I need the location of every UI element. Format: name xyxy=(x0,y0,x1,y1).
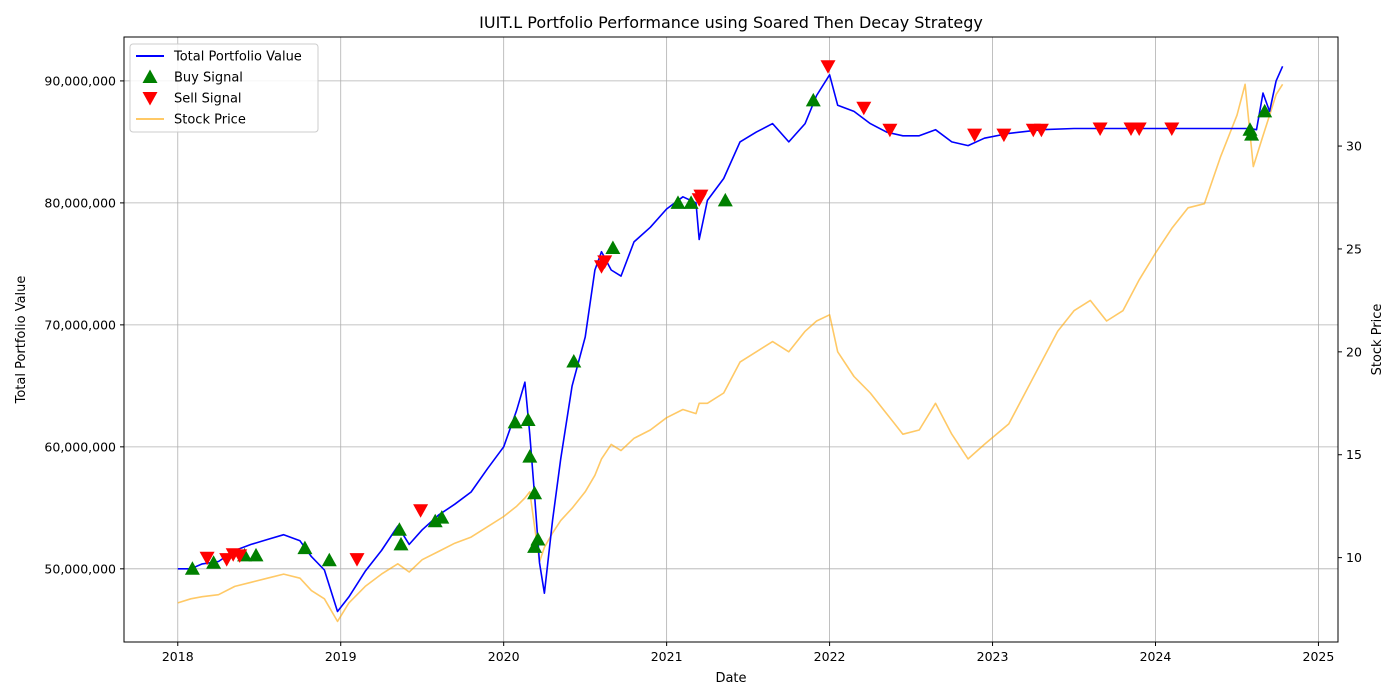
y-tick-label: 60,000,000 xyxy=(44,439,116,454)
y-axis-title: Total Portfolio Value xyxy=(14,276,29,405)
buy-signal-marker xyxy=(566,354,582,368)
portfolio-value-series xyxy=(177,65,1284,613)
buy-signal-marker xyxy=(530,532,546,546)
legend: Total Portfolio Value Buy Signal Sell Sign… xyxy=(129,43,319,133)
x-tick-label: 2025 xyxy=(1303,649,1335,664)
grid-lines xyxy=(124,37,1338,642)
legend-sell-marker xyxy=(142,92,158,106)
y2-tick-label: 10 xyxy=(1346,550,1362,565)
sell-signal-marker xyxy=(1131,122,1147,136)
portfolio-value-line xyxy=(177,65,1284,613)
legend-label: Sell Signal xyxy=(174,92,242,107)
buy-signal-marker xyxy=(522,449,538,463)
legend-entry: Stock Price xyxy=(136,113,246,128)
sell-signal-marker xyxy=(1092,122,1108,136)
y2-tick-label: 15 xyxy=(1346,447,1362,462)
x-tick-label: 2020 xyxy=(488,649,520,664)
sell-signal-marker xyxy=(199,551,215,566)
sell-signal-marker xyxy=(967,128,983,143)
y2-tick-label: 30 xyxy=(1346,139,1362,154)
buy-signal-marker xyxy=(527,485,543,500)
signal-markers xyxy=(184,60,1273,575)
buy-signal-marker xyxy=(297,540,313,555)
buy-signal-marker xyxy=(321,552,337,567)
legend-entry: Buy Signal xyxy=(142,69,243,86)
legend-label: Buy Signal xyxy=(174,71,243,86)
buy-signal-marker xyxy=(184,561,200,575)
stock-price-line xyxy=(177,83,1284,623)
y-tick-label: 70,000,000 xyxy=(44,317,116,332)
buy-signal-marker xyxy=(393,536,409,551)
sell-signal-marker xyxy=(996,128,1012,143)
buy-signal-marker xyxy=(670,195,686,209)
legend-entry: Total Portfolio Value xyxy=(136,50,302,65)
legend-label: Total Portfolio Value xyxy=(173,50,302,65)
buy-signal-marker xyxy=(427,513,443,528)
x-tick-label: 2019 xyxy=(325,649,357,664)
buy-signal-marker xyxy=(391,522,407,536)
y-tick-label: 80,000,000 xyxy=(44,195,116,210)
y2-axis-title: Stock Price xyxy=(1370,304,1385,376)
stock-price-series xyxy=(177,83,1284,623)
buy-signal-marker xyxy=(683,195,699,209)
buy-signal-marker xyxy=(605,240,621,254)
x-tick-label: 2023 xyxy=(977,649,1009,664)
buy-signal-marker xyxy=(507,414,523,429)
buy-signal-marker xyxy=(520,412,536,426)
buy-signal-marker xyxy=(1257,103,1273,118)
y-tick-label: 90,000,000 xyxy=(44,73,116,88)
legend-label: Stock Price xyxy=(174,113,246,128)
chart-title: IUIT.L Portfolio Performance using Soare… xyxy=(479,13,983,32)
legend-buy-marker xyxy=(142,69,158,83)
sell-signal-marker xyxy=(232,549,248,563)
legend-box xyxy=(129,43,319,133)
sell-signal-marker xyxy=(693,189,709,204)
sell-signal-marker xyxy=(413,504,429,518)
sell-signal-marker xyxy=(349,553,365,567)
x-tick-label: 2021 xyxy=(651,649,683,664)
x-tick-label: 2022 xyxy=(814,649,846,664)
buy-signal-marker xyxy=(434,510,450,524)
buy-signal-marker xyxy=(1244,127,1260,141)
sell-signal-marker xyxy=(856,101,872,116)
axes: 2018 2019 2020 2021 2022 2023 2024 202550,000,0… xyxy=(44,73,1362,664)
sell-signal-marker xyxy=(597,255,613,269)
y2-tick-label: 25 xyxy=(1346,241,1362,256)
sell-signal-marker xyxy=(1164,122,1180,136)
sell-signal-marker xyxy=(1033,123,1049,138)
x-tick-label: 2018 xyxy=(162,649,194,664)
x-axis-title: Date xyxy=(715,671,746,686)
y-tick-label: 50,000,000 xyxy=(44,561,116,576)
buy-signal-marker xyxy=(717,192,733,207)
buy-signal-marker xyxy=(527,539,543,553)
buy-signal-marker xyxy=(206,555,222,569)
sell-signal-marker xyxy=(882,123,898,138)
sell-signal-marker xyxy=(820,60,836,74)
legend-entry: Sell Signal xyxy=(142,92,242,107)
y2-tick-label: 20 xyxy=(1346,344,1362,359)
buy-signal-marker xyxy=(805,92,821,107)
x-tick-label: 2024 xyxy=(1140,649,1172,664)
plot-frame xyxy=(123,36,1339,643)
buy-signal-marker xyxy=(248,547,264,562)
